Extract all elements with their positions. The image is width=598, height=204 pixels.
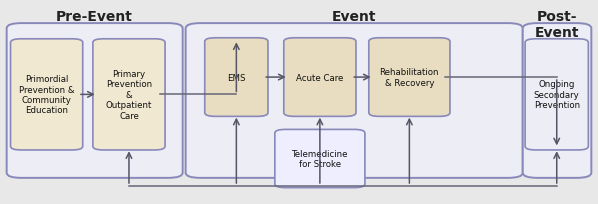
FancyBboxPatch shape	[205, 39, 268, 117]
Text: Acute Care: Acute Care	[296, 73, 344, 82]
Text: Primordial
Prevention &
Community
Education: Primordial Prevention & Community Educat…	[19, 75, 74, 115]
Text: Ongoing
Secondary
Prevention: Ongoing Secondary Prevention	[533, 80, 580, 110]
FancyBboxPatch shape	[525, 40, 588, 150]
Text: EMS: EMS	[227, 73, 246, 82]
Text: Telemedicine
for Stroke: Telemedicine for Stroke	[292, 149, 348, 168]
FancyBboxPatch shape	[7, 24, 182, 178]
FancyBboxPatch shape	[369, 39, 450, 117]
Text: Event: Event	[332, 10, 376, 24]
Text: Post-
Event: Post- Event	[535, 10, 579, 40]
FancyBboxPatch shape	[11, 40, 83, 150]
Text: Primary
Prevention
&
Outpatient
Care: Primary Prevention & Outpatient Care	[106, 70, 152, 120]
FancyBboxPatch shape	[275, 130, 365, 188]
FancyBboxPatch shape	[93, 40, 165, 150]
Text: Rehabilitation
& Recovery: Rehabilitation & Recovery	[380, 68, 439, 87]
Text: Pre-Event: Pre-Event	[56, 10, 133, 24]
FancyBboxPatch shape	[185, 24, 523, 178]
FancyBboxPatch shape	[284, 39, 356, 117]
FancyBboxPatch shape	[523, 24, 591, 178]
